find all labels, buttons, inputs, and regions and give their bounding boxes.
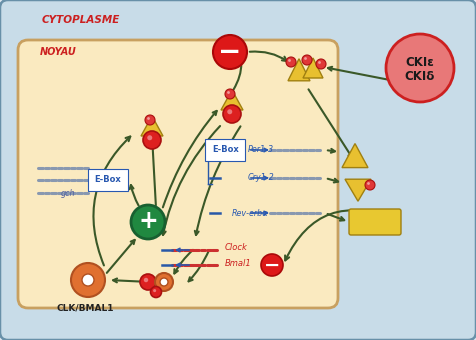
Circle shape	[82, 274, 94, 286]
Text: Cry1-2: Cry1-2	[248, 173, 275, 183]
Circle shape	[386, 34, 454, 102]
Circle shape	[145, 115, 155, 125]
Circle shape	[147, 117, 150, 120]
Text: NOYAU: NOYAU	[40, 47, 77, 57]
Text: −: −	[264, 255, 280, 274]
Polygon shape	[221, 90, 243, 110]
Circle shape	[223, 105, 241, 123]
Text: E-Box: E-Box	[95, 175, 121, 185]
Circle shape	[225, 89, 235, 99]
FancyBboxPatch shape	[18, 40, 338, 308]
Text: CKIε: CKIε	[406, 56, 435, 69]
Text: Clock: Clock	[225, 242, 248, 252]
Circle shape	[213, 35, 247, 69]
Text: Bmal1: Bmal1	[225, 258, 252, 268]
Circle shape	[302, 55, 312, 65]
Text: CYTOPLASME: CYTOPLASME	[42, 15, 120, 25]
Polygon shape	[303, 58, 323, 78]
Circle shape	[288, 59, 291, 62]
Circle shape	[286, 57, 296, 67]
Circle shape	[367, 182, 370, 185]
Circle shape	[131, 205, 165, 239]
Circle shape	[227, 91, 230, 94]
Circle shape	[365, 180, 375, 190]
Circle shape	[227, 109, 232, 114]
Circle shape	[153, 289, 156, 292]
FancyBboxPatch shape	[349, 209, 401, 235]
Circle shape	[318, 61, 321, 64]
Circle shape	[143, 131, 161, 149]
Circle shape	[147, 135, 152, 140]
Polygon shape	[288, 59, 310, 81]
Circle shape	[140, 274, 156, 290]
Polygon shape	[342, 143, 368, 168]
Text: gch: gch	[60, 188, 75, 198]
Circle shape	[261, 254, 283, 276]
Circle shape	[160, 278, 168, 286]
Circle shape	[150, 287, 161, 298]
Text: CKIδ: CKIδ	[405, 69, 435, 83]
Text: +: +	[138, 209, 158, 233]
Circle shape	[71, 263, 105, 297]
Circle shape	[155, 273, 173, 291]
Polygon shape	[345, 179, 371, 201]
Text: Per1-3: Per1-3	[248, 146, 274, 154]
Text: CLK/BMAL1: CLK/BMAL1	[56, 304, 114, 312]
Text: −: −	[218, 38, 242, 66]
Text: E-Box: E-Box	[212, 146, 239, 154]
Polygon shape	[141, 116, 163, 136]
Circle shape	[144, 278, 148, 282]
Circle shape	[304, 57, 307, 60]
Circle shape	[316, 59, 326, 69]
Text: Rev-erbα: Rev-erbα	[232, 208, 268, 218]
